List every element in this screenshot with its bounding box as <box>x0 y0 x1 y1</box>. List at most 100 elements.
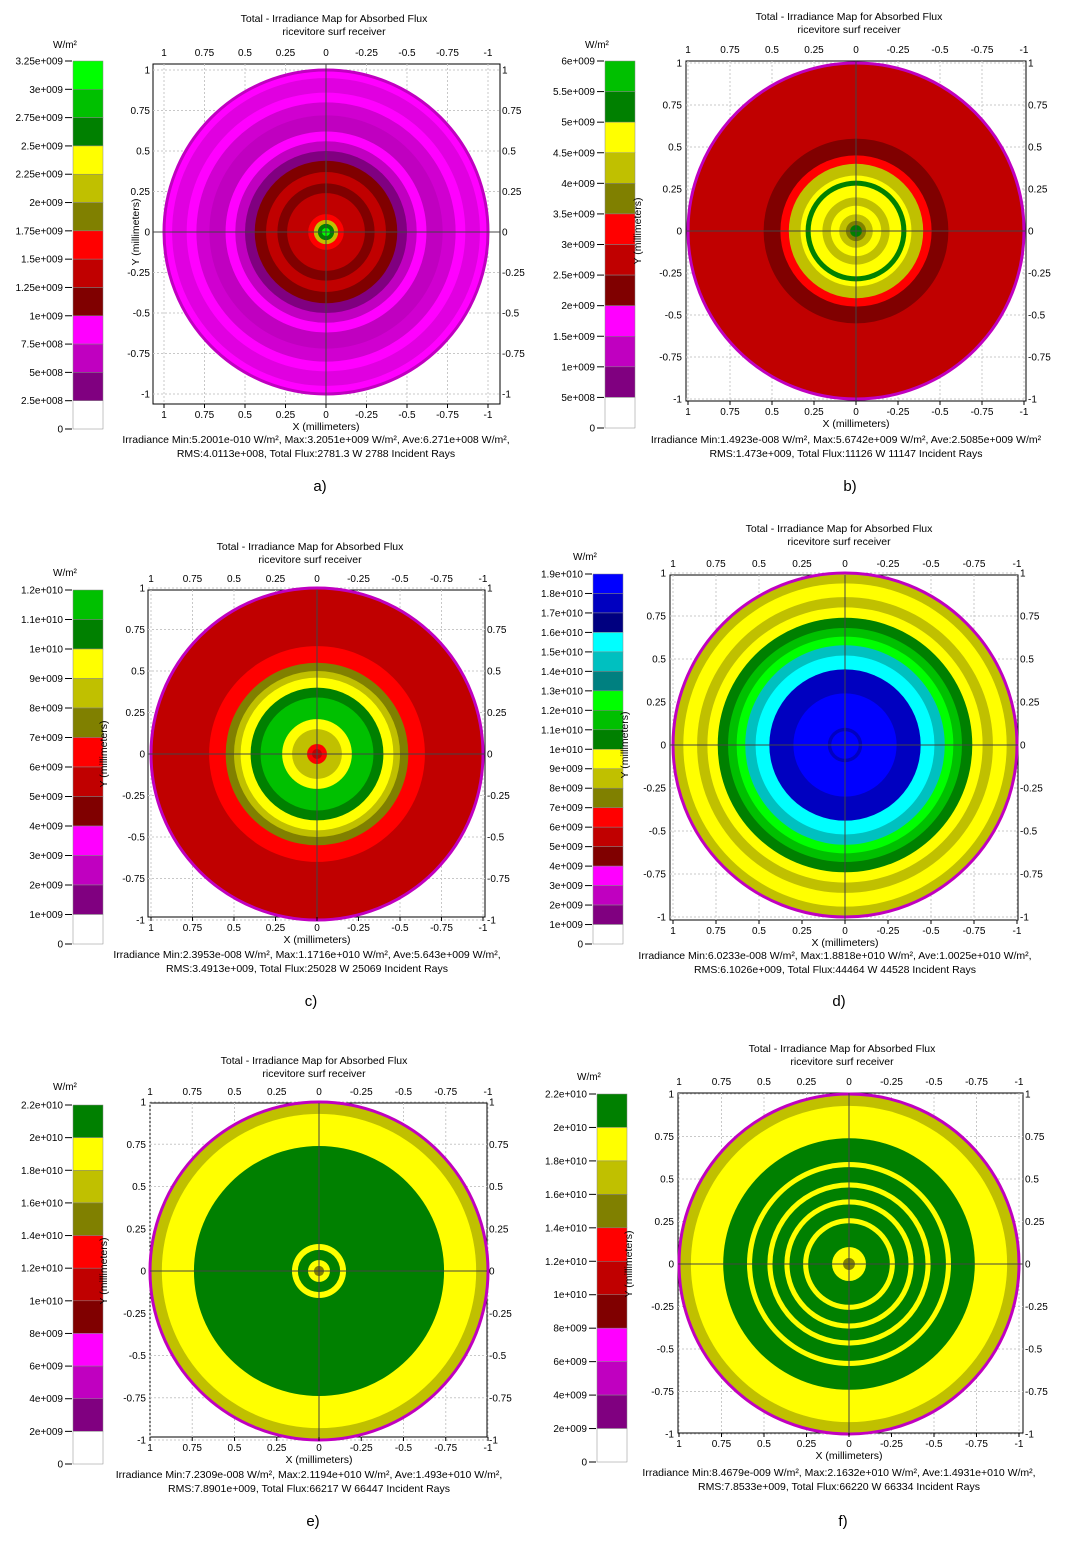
x-tick-label-top: 0.75 <box>183 1087 203 1098</box>
y-tick-label-right: 0.25 <box>487 708 507 719</box>
y-tick-label-left: -0.5 <box>133 309 151 320</box>
colorbar-tick-label: 3.25e+009 <box>15 57 63 68</box>
colorbar-swatch <box>592 787 624 808</box>
colorbar-swatch <box>72 619 104 650</box>
x-tick-label-top: -1 <box>1015 1077 1024 1088</box>
y-tick-label-left: -0.25 <box>122 791 145 802</box>
colorbar-swatch <box>72 825 104 856</box>
y-tick-label-right: -0.5 <box>1025 1345 1043 1356</box>
x-tick-label-bottom: 0.5 <box>757 1439 771 1450</box>
colorbar-swatch <box>596 1361 628 1396</box>
colorbar-swatch <box>604 183 636 215</box>
colorbar-swatch <box>72 1104 104 1138</box>
y-tick-label-right: 0.5 <box>1020 655 1034 666</box>
colorbar-tick-label: 1.2e+010 <box>21 586 63 597</box>
colorbar-tick-label: 6e+009 <box>561 57 595 68</box>
x-tick-label-bottom: 0.75 <box>195 410 215 421</box>
colorbar-tick-label: 1e+010 <box>29 645 63 656</box>
y-tick-label-right: -0.75 <box>487 874 510 885</box>
colorbar-tick-label: 9e+009 <box>549 764 583 775</box>
x-tick-label-bottom: 0.25 <box>276 410 296 421</box>
colorbar-swatch <box>72 89 104 118</box>
y-tick-label-right: 0.75 <box>502 106 522 117</box>
x-axis-label: X (millimeters) <box>811 937 878 949</box>
colorbar-swatch <box>592 846 624 867</box>
colorbar-tick-label: 5e+009 <box>29 792 63 803</box>
x-tick-label-top: 0 <box>846 1077 852 1088</box>
x-tick-label-bottom: 0.5 <box>765 407 779 418</box>
y-tick-label-right: 0.5 <box>502 147 516 158</box>
colorbar-swatch <box>596 1428 628 1463</box>
x-tick-label-bottom: -0.5 <box>395 1443 413 1454</box>
y-tick-label-left: 0.25 <box>127 1224 147 1235</box>
y-tick-label-right: -0.75 <box>489 1393 512 1404</box>
stats-line-1: Irradiance Min:1.4923e-008 W/m², Max:5.6… <box>651 434 1042 446</box>
colorbar-tick-label: 4.5e+009 <box>553 148 595 159</box>
colorbar-tick-label: 2.2e+010 <box>545 1090 587 1101</box>
colorbar-tick-label: 1.5e+010 <box>541 647 583 658</box>
x-tick-label-bottom: 0.75 <box>706 926 726 937</box>
colorbar-tick-label: 1.1e+010 <box>541 725 583 736</box>
x-axis-label: X (millimeters) <box>822 418 889 430</box>
colorbar-tick-label: 1.6e+010 <box>541 628 583 639</box>
x-tick-label-bottom: 0.5 <box>238 410 252 421</box>
x-axis-label: X (millimeters) <box>283 934 350 946</box>
colorbar-swatch <box>592 865 624 886</box>
panel-label: f) <box>838 1513 847 1530</box>
x-tick-label-bottom: -0.25 <box>350 1443 373 1454</box>
chart-subtitle: ricevitore surf receiver <box>258 554 362 566</box>
x-tick-label-top: -0.75 <box>430 574 453 585</box>
x-tick-label-top: 0.5 <box>752 559 766 570</box>
colorbar-swatch <box>604 91 636 123</box>
y-tick-label-left: -0.25 <box>123 1309 146 1320</box>
x-tick-label-top: -1 <box>484 1087 493 1098</box>
panel-label: d) <box>832 993 845 1010</box>
y-tick-label-right: 0.75 <box>487 625 507 636</box>
y-tick-label-right: -1 <box>1028 395 1037 406</box>
x-tick-label-top: 0.5 <box>228 1087 242 1098</box>
x-tick-label-top: 0.25 <box>266 574 286 585</box>
colorbar-tick-label: 5e+009 <box>549 842 583 853</box>
x-tick-label-top: 0.5 <box>757 1077 771 1088</box>
colorbar-swatch <box>596 1160 628 1195</box>
colorbar-swatch <box>72 258 104 288</box>
stats-line-1: Irradiance Min:2.3953e-008 W/m², Max:1.1… <box>113 949 500 961</box>
colorbar-swatch <box>604 152 636 184</box>
y-tick-label-right: -1 <box>1025 1430 1034 1441</box>
colorbar-swatch <box>72 648 104 679</box>
colorbar-tick-label: 9e+009 <box>29 674 63 685</box>
x-tick-label-top: -0.5 <box>925 1077 943 1088</box>
colorbar-swatch <box>596 1127 628 1162</box>
colorbar-unit-label: W/m² <box>585 40 610 51</box>
chart-title: Total - Irradiance Map for Absorbed Flux <box>756 11 944 23</box>
y-tick-label-right: -0.75 <box>1020 870 1043 881</box>
x-tick-label-top: -1 <box>484 48 493 59</box>
y-tick-label-right: -0.25 <box>502 268 525 279</box>
y-axis-label: Y (millimeters) <box>98 721 110 788</box>
x-tick-label-bottom: -1 <box>479 923 488 934</box>
colorbar-swatch <box>72 1333 104 1367</box>
y-tick-label-left: -0.5 <box>657 1345 675 1356</box>
y-tick-label-right: 0.75 <box>489 1140 509 1151</box>
x-tick-label-top: -0.5 <box>391 574 409 585</box>
x-tick-label-top: 1 <box>670 559 676 570</box>
y-axis-label: Y (millimeters) <box>130 199 142 266</box>
y-tick-label-left: 0.5 <box>652 655 666 666</box>
x-tick-label-bottom: -0.25 <box>355 410 378 421</box>
x-tick-label-top: 0 <box>842 559 848 570</box>
y-tick-label-right: 0 <box>1025 1260 1031 1271</box>
colorbar-tick-label: 7e+009 <box>549 803 583 814</box>
colorbar-swatch <box>596 1227 628 1262</box>
colorbar-tick-label: 5.5e+009 <box>553 87 595 98</box>
y-tick-label-left: -0.75 <box>643 870 666 881</box>
chart-title: Total - Irradiance Map for Absorbed Flux <box>241 13 429 25</box>
colorbar-tick-label: 3e+009 <box>29 851 63 862</box>
y-tick-label-right: -1 <box>489 1436 498 1447</box>
x-tick-label-top: 1 <box>147 1087 153 1098</box>
colorbar-tick-label: 1.8e+010 <box>21 1166 63 1177</box>
y-tick-label-right: -1 <box>487 916 496 927</box>
x-tick-label-top: 0.5 <box>238 48 252 59</box>
colorbar-tick-label: 2.25e+009 <box>15 170 63 181</box>
x-tick-label-top: -1 <box>1020 45 1029 56</box>
colorbar-tick-label: 1.3e+010 <box>541 686 583 697</box>
